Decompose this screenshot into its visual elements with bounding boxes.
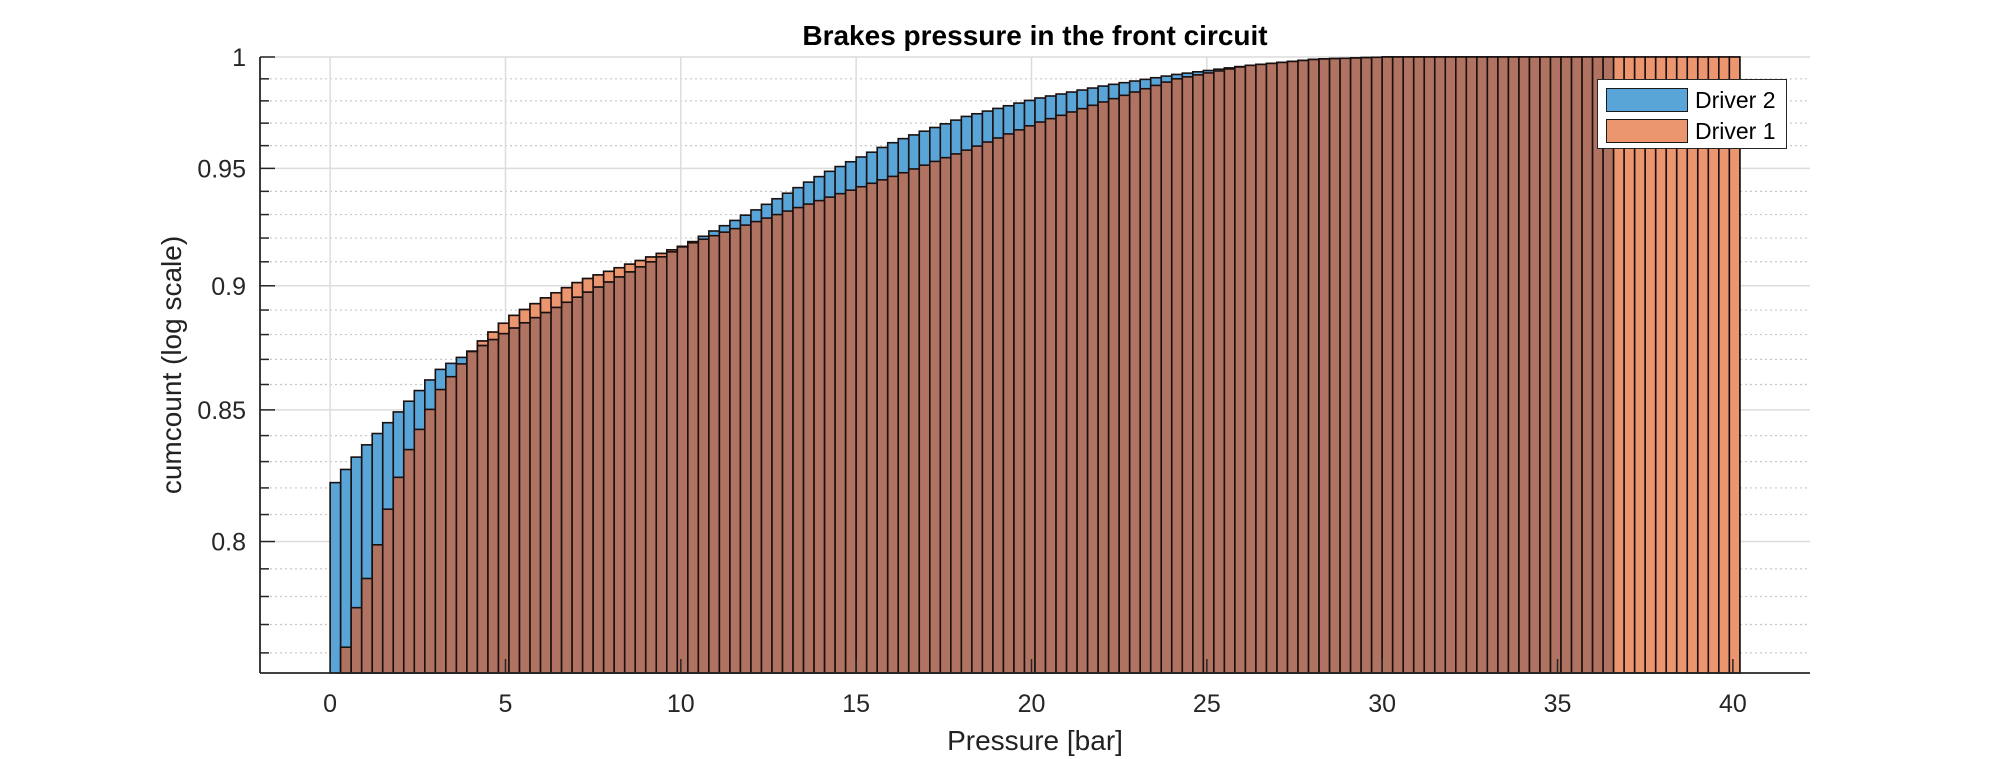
svg-text:30: 30 (1368, 690, 1396, 718)
svg-text:1: 1 (232, 44, 246, 72)
svg-text:20: 20 (1018, 690, 1046, 718)
svg-text:0: 0 (323, 690, 337, 718)
legend-label: Driver 2 (1695, 86, 1776, 113)
legend-label: Driver 1 (1695, 117, 1776, 144)
legend-swatch-driver-2 (1606, 88, 1688, 112)
legend-item-driver-2: Driver 2 (1606, 87, 1776, 113)
svg-text:40: 40 (1719, 690, 1747, 718)
legend-item-driver-1: Driver 1 (1606, 118, 1776, 144)
svg-text:0.95: 0.95 (197, 155, 246, 183)
x-axis-label: Pressure [bar] (947, 725, 1123, 756)
chart-title: Brakes pressure in the front circuit (802, 20, 1268, 51)
legend: Driver 2 Driver 1 (1597, 79, 1787, 149)
svg-text:5: 5 (499, 690, 513, 718)
svg-text:15: 15 (842, 690, 870, 718)
svg-text:25: 25 (1193, 690, 1221, 718)
svg-text:0.8: 0.8 (211, 529, 246, 557)
svg-text:10: 10 (667, 690, 695, 718)
overlap-bars (339, 56, 1741, 674)
svg-text:0.9: 0.9 (211, 273, 246, 301)
svg-text:0.85: 0.85 (197, 397, 246, 425)
legend-swatch-driver-1 (1606, 119, 1688, 143)
svg-text:35: 35 (1544, 690, 1572, 718)
